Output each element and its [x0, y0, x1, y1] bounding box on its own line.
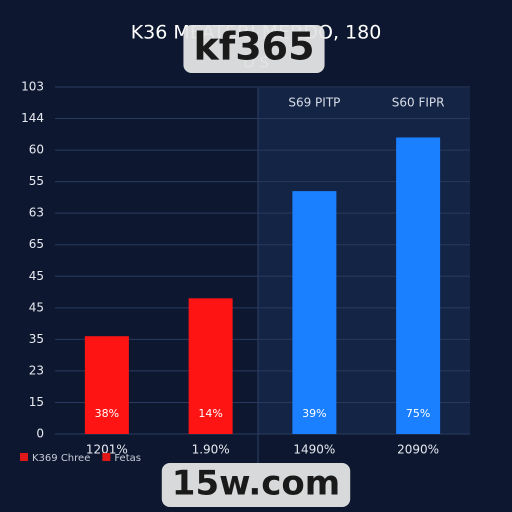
column-header: S69 PITP — [288, 96, 340, 110]
y-tick-label: 35 — [29, 332, 44, 346]
bar-label: 39% — [302, 407, 326, 420]
bar — [292, 191, 337, 434]
bar — [396, 137, 441, 435]
x-tick-label: 1201% — [86, 443, 128, 457]
watermark-box — [183, 25, 325, 73]
y-tick-label: 63 — [29, 206, 44, 220]
watermark-box — [161, 463, 351, 507]
legend-label: K369 Chree — [32, 453, 90, 464]
y-tick-label: 55 — [29, 174, 44, 188]
bar-label: 75% — [406, 407, 430, 420]
y-tick-label: 65 — [29, 237, 44, 251]
y-tick-label: 23 — [29, 363, 44, 377]
legend-swatch — [102, 453, 111, 461]
y-tick-label: 15 — [29, 395, 44, 409]
watermark: kf365 — [193, 25, 314, 69]
x-tick-label: 1490% — [293, 443, 335, 457]
bar — [188, 298, 233, 434]
x-tick-label: 2090% — [397, 443, 439, 457]
y-tick-label: 0 — [36, 427, 44, 441]
watermark: 15w.com — [172, 464, 340, 504]
legend-label: Fetas — [114, 453, 141, 464]
y-tick-label: 45 — [29, 300, 44, 314]
bar-label: 38% — [95, 407, 119, 420]
column-header: S60 FIPR — [392, 96, 445, 110]
x-tick-label: 1.90% — [192, 443, 230, 457]
bar-label: 14% — [198, 407, 222, 420]
y-tick-label: 103 — [21, 80, 44, 94]
legend-swatch — [20, 453, 28, 461]
y-tick-label: 144 — [21, 111, 44, 125]
bar — [84, 336, 129, 434]
y-tick-label: 60 — [29, 143, 44, 157]
y-tick-label: 45 — [29, 269, 44, 283]
